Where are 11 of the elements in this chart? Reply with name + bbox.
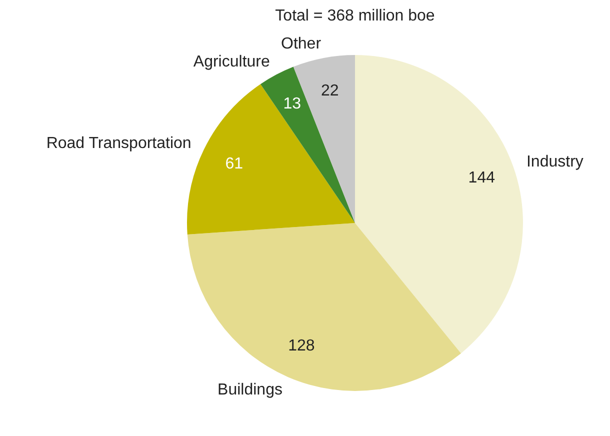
data-label: 61 <box>225 156 244 173</box>
slice-label: Buildings <box>218 381 282 398</box>
chart-title: Total = 368 million boe <box>275 7 435 24</box>
slice-label: Agriculture <box>193 54 270 71</box>
slice-label: Road Transportation <box>46 134 192 152</box>
data-label: 128 <box>288 338 315 355</box>
data-label: 144 <box>468 169 496 186</box>
data-label: 13 <box>283 96 302 113</box>
data-label: 22 <box>321 82 339 100</box>
slice-label: Industry <box>526 153 584 170</box>
slice-label: Other <box>281 36 322 53</box>
